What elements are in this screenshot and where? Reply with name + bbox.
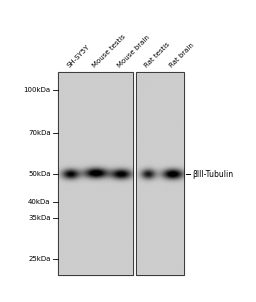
Text: 40kDa: 40kDa — [28, 199, 51, 205]
Text: Mouse testis: Mouse testis — [91, 33, 126, 69]
Text: 70kDa: 70kDa — [28, 130, 51, 136]
Text: βIII-Tubulin: βIII-Tubulin — [192, 170, 233, 179]
Text: SH-SY5Y: SH-SY5Y — [66, 43, 91, 69]
Text: 35kDa: 35kDa — [28, 215, 51, 221]
Text: Rat testis: Rat testis — [144, 41, 172, 69]
Text: 50kDa: 50kDa — [28, 171, 51, 177]
Text: Rat brain: Rat brain — [168, 42, 195, 69]
Bar — [136, 72, 184, 275]
Text: 25kDa: 25kDa — [28, 256, 51, 262]
Bar — [58, 72, 133, 275]
Text: 100kDa: 100kDa — [24, 87, 51, 93]
Bar — [58, 72, 133, 275]
Text: Mouse brain: Mouse brain — [116, 34, 151, 69]
Bar — [136, 72, 184, 275]
